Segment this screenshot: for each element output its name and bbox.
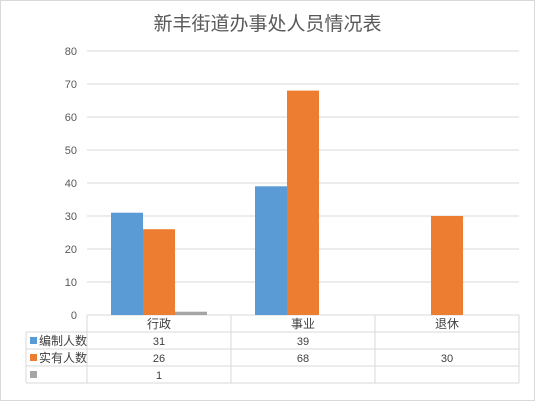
bar: [287, 90, 319, 315]
category-label: 退休: [435, 317, 459, 331]
y-tick-label: 30: [65, 211, 77, 223]
data-label: 30: [441, 353, 453, 365]
y-tick-label: 70: [65, 79, 77, 91]
legend-label: 实有人数: [39, 350, 87, 365]
y-tick-label: 20: [65, 244, 77, 256]
legend-label: 编制人数: [39, 333, 87, 348]
data-label: 39: [297, 336, 309, 348]
y-tick-label: 40: [65, 178, 77, 190]
legend-swatch: [30, 337, 37, 344]
bar: [175, 311, 207, 315]
chart-title: 新丰街道办事处人员情况表: [153, 13, 382, 35]
category-label: 行政: [147, 317, 171, 331]
data-label: 26: [153, 353, 165, 365]
legend-swatch: [30, 371, 37, 378]
bar: [255, 186, 287, 315]
y-tick-label: 50: [65, 145, 77, 157]
y-tick-label: 80: [65, 46, 77, 58]
data-label: 1: [156, 370, 162, 382]
y-tick-label: 10: [65, 277, 77, 289]
legend-swatch: [30, 354, 37, 361]
data-label: 31: [153, 336, 165, 348]
y-tick-label: 0: [71, 310, 77, 322]
y-tick-label: 60: [65, 112, 77, 124]
bar: [431, 216, 463, 315]
bar: [111, 212, 143, 315]
data-label: 68: [297, 353, 309, 365]
category-label: 事业: [291, 317, 315, 331]
bar: [143, 229, 175, 315]
